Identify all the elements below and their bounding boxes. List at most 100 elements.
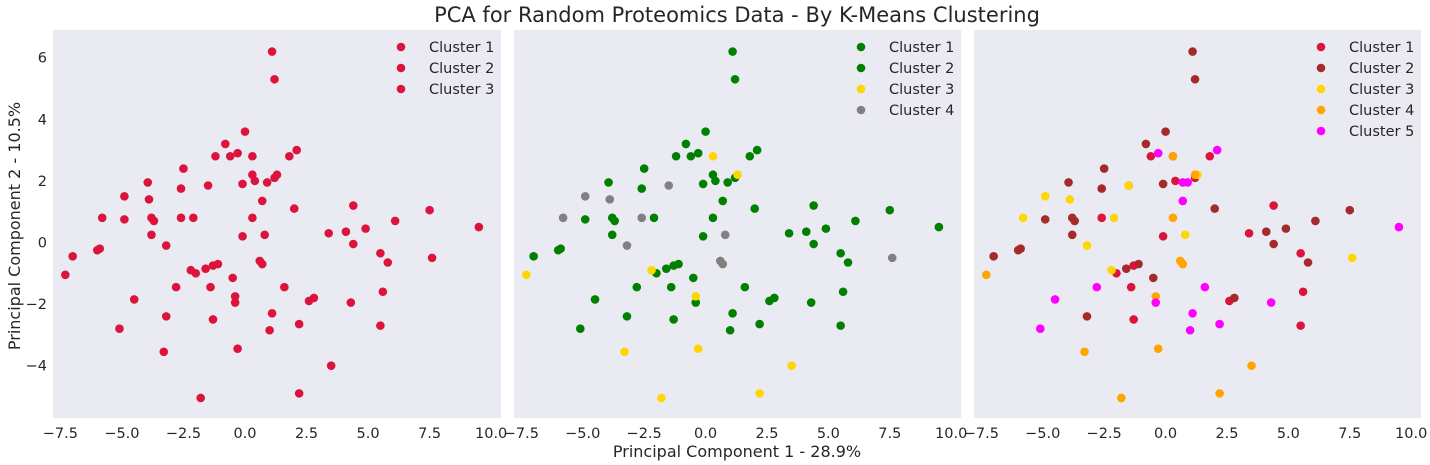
data-point xyxy=(1064,178,1073,187)
data-point xyxy=(989,252,998,261)
data-point xyxy=(1018,213,1028,223)
data-point xyxy=(265,325,274,335)
data-point xyxy=(1158,179,1168,189)
data-point xyxy=(189,213,198,223)
data-point xyxy=(688,273,698,283)
data-point xyxy=(661,264,671,273)
data-point xyxy=(1080,347,1089,357)
data-point xyxy=(206,282,215,292)
data-point xyxy=(1126,282,1136,292)
data-point xyxy=(233,344,242,354)
data-point xyxy=(144,195,154,204)
data-point xyxy=(1298,287,1308,297)
data-point xyxy=(657,393,666,403)
legend: Cluster 1 Cluster 2 Cluster 3 Cluster 4 xyxy=(856,40,954,119)
data-point xyxy=(1296,248,1305,258)
data-point xyxy=(248,213,257,223)
data-point xyxy=(693,148,703,158)
legend-marker xyxy=(856,105,866,115)
y-tick-label: 4 xyxy=(38,112,47,128)
data-point xyxy=(1168,151,1178,161)
data-point xyxy=(1121,264,1131,273)
data-point xyxy=(201,264,210,273)
data-point xyxy=(1158,232,1168,241)
data-point xyxy=(280,282,289,292)
x-tick-label: −7.5 xyxy=(964,426,999,442)
data-point xyxy=(1050,295,1060,304)
data-point xyxy=(233,148,242,158)
data-point xyxy=(1153,344,1163,354)
data-point xyxy=(632,282,642,292)
series-5 xyxy=(1036,145,1404,335)
data-point xyxy=(604,178,613,187)
data-point xyxy=(521,270,531,280)
data-point xyxy=(159,347,169,357)
data-point xyxy=(887,253,897,263)
data-point xyxy=(607,230,617,240)
x-tick-label: 0.0 xyxy=(694,426,717,442)
legend-label: Cluster 1 xyxy=(1349,40,1414,56)
data-point xyxy=(843,258,853,267)
data-point xyxy=(669,315,678,324)
series-4 xyxy=(981,151,1256,403)
data-point xyxy=(1303,258,1313,267)
figure-title: PCA for Random Proteomics Data - By K-Me… xyxy=(434,3,1040,27)
data-point xyxy=(718,259,728,269)
data-point xyxy=(1148,273,1158,283)
data-point xyxy=(553,245,563,255)
data-point xyxy=(1266,298,1276,307)
data-point xyxy=(647,265,656,275)
data-point xyxy=(708,151,718,161)
data-point xyxy=(1210,204,1219,213)
data-point xyxy=(580,191,590,201)
data-point xyxy=(390,216,400,226)
data-point xyxy=(176,184,186,193)
data-point xyxy=(294,319,304,329)
x-tick-label: 10.0 xyxy=(475,426,507,442)
data-point xyxy=(1171,176,1180,186)
data-point xyxy=(605,195,615,204)
data-point xyxy=(637,184,647,193)
data-point xyxy=(1124,181,1134,190)
data-point xyxy=(1394,222,1404,232)
data-point xyxy=(1092,282,1102,292)
data-point xyxy=(698,232,708,241)
series-1 xyxy=(61,47,484,403)
data-point xyxy=(1230,293,1239,303)
data-point xyxy=(681,139,691,149)
x-tick-label: 0.0 xyxy=(233,426,256,442)
data-point xyxy=(1065,195,1075,204)
panels: −7.5 −5.0 −2.5 0.0 2.5 5.0 7.5 10.0 −4 −2 0 2 4 6 Clus… xyxy=(26,30,1427,442)
data-point xyxy=(622,312,632,321)
data-point xyxy=(1345,205,1355,215)
panel-1: −7.5 −5.0 −2.5 0.0 2.5 5.0 7.5 10.0 −4 −2 0 2 4 6 Clus… xyxy=(26,30,507,442)
data-point xyxy=(1178,178,1188,187)
data-point xyxy=(851,216,860,226)
legend-marker xyxy=(1316,42,1326,52)
data-point xyxy=(1188,47,1197,56)
data-point xyxy=(1067,230,1077,240)
data-point xyxy=(1109,213,1119,223)
data-point xyxy=(270,74,279,84)
data-point xyxy=(1036,324,1045,333)
data-point xyxy=(838,287,848,297)
data-point xyxy=(376,248,385,258)
data-point xyxy=(289,204,299,213)
data-point xyxy=(1151,298,1161,307)
data-point xyxy=(349,239,358,249)
data-point xyxy=(1141,139,1151,149)
x-tick-label: 5.0 xyxy=(1277,426,1300,442)
x-tick-label: −7.5 xyxy=(43,426,78,442)
y-tick-label: 2 xyxy=(38,174,47,190)
data-point xyxy=(622,241,632,250)
data-point xyxy=(1129,315,1138,324)
data-point xyxy=(637,213,647,223)
data-point xyxy=(294,389,304,398)
legend-label: Cluster 1 xyxy=(429,40,494,56)
data-point xyxy=(147,230,156,240)
data-point xyxy=(1185,325,1195,335)
data-point xyxy=(1040,215,1050,224)
x-tick-label: 10.0 xyxy=(935,426,967,442)
data-point xyxy=(349,201,358,210)
